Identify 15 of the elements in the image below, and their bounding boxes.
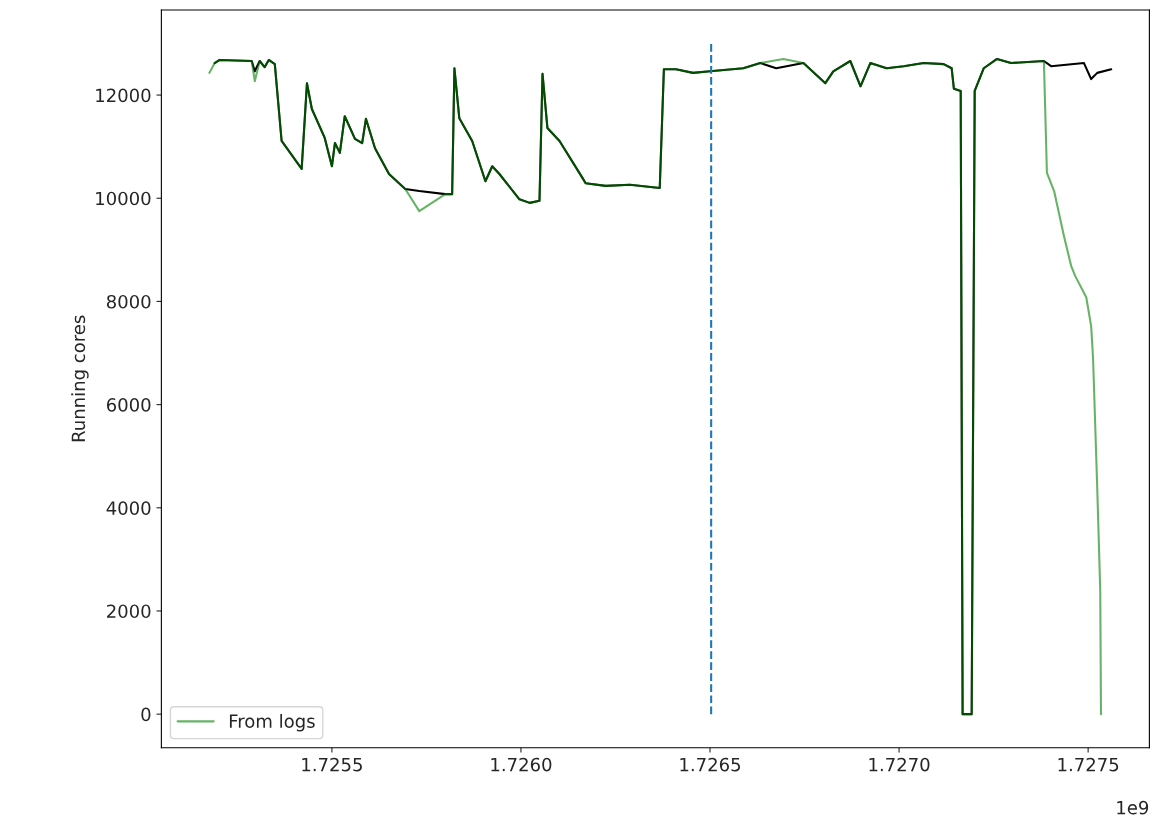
x-tick-label: 1.7270 [869,757,930,772]
legend-label: From logs [229,713,315,732]
y-tick-label: 12000 [96,88,151,103]
text: 1e9 [1117,800,1149,815]
y-tick-label: 4000 [106,501,151,515]
x-tick-label: 1.7275 [1058,757,1119,772]
y-tick-label: 6000 [106,398,151,412]
y-tick-label: 2000 [107,604,151,619]
y-tick-label: 0 [141,707,151,722]
x-tick-label: 1.7255 [302,757,362,772]
x-tick-label: 1.7260 [491,757,552,772]
y-tick-label: 8000 [106,294,151,309]
y-axis-title: Running cores [71,315,89,442]
y-tick-label: 10000 [96,191,151,206]
x-tick-label: 1.7265 [680,757,741,772]
